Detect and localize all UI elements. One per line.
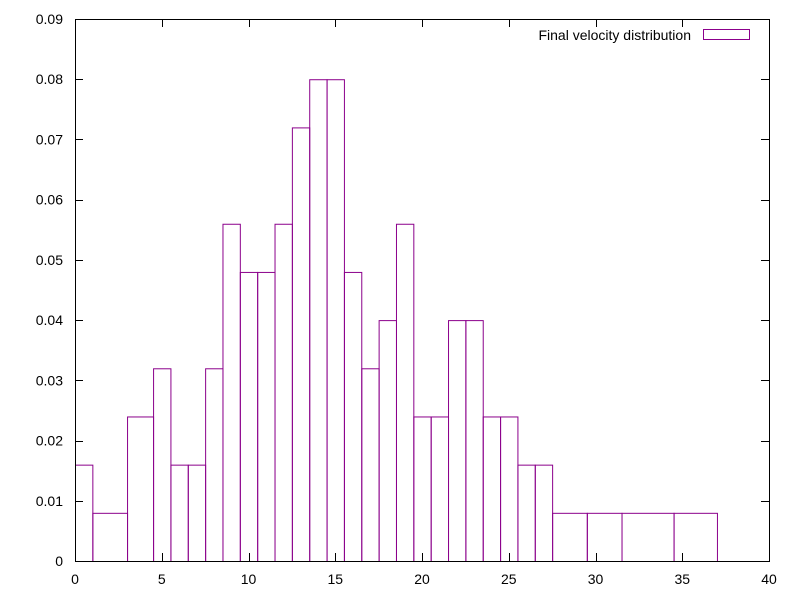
- histogram-bar: [309, 79, 328, 562]
- histogram-bar: [621, 512, 675, 562]
- histogram-bar: [326, 79, 345, 562]
- histogram-bar: [517, 464, 536, 562]
- histogram-bar: [239, 271, 259, 562]
- histogram-bar: [205, 368, 224, 562]
- histogram-bar: [274, 223, 293, 562]
- y-tick-label: 0.04: [36, 312, 63, 328]
- histogram-bar: [75, 464, 94, 562]
- histogram-bar: [257, 271, 276, 562]
- histogram-bar: [534, 464, 554, 562]
- legend: Final velocity distribution: [538, 27, 750, 43]
- legend-label: Final velocity distribution: [538, 27, 691, 43]
- y-tick-label: 0.02: [36, 433, 63, 449]
- axis-ticks: [75, 19, 770, 562]
- histogram-bars: [75, 79, 718, 563]
- histogram-bar: [378, 320, 397, 562]
- histogram-bar: [222, 223, 241, 562]
- histogram-bar: [673, 512, 718, 562]
- x-tick-label: 15: [327, 571, 343, 587]
- x-tick-label: 20: [414, 571, 430, 587]
- x-tick-label: 40: [761, 571, 777, 587]
- histogram-bar: [343, 271, 363, 562]
- y-tick-label: 0.01: [36, 493, 63, 509]
- histogram-bar: [170, 464, 189, 562]
- histogram-bar: [500, 416, 519, 563]
- y-tick-label: 0.07: [36, 131, 63, 147]
- y-tick-label: 0.06: [36, 192, 63, 208]
- histogram-bar: [465, 320, 484, 562]
- y-tick-label: 0.03: [36, 372, 63, 388]
- histogram-bar: [395, 223, 415, 562]
- x-tick-label: 10: [241, 571, 257, 587]
- x-tick-label: 35: [674, 571, 690, 587]
- histogram-bar: [586, 512, 623, 562]
- x-tick-label: 25: [501, 571, 517, 587]
- histogram-bar: [448, 320, 467, 562]
- histogram-bar: [153, 368, 172, 562]
- histogram-bar: [552, 512, 588, 562]
- histogram-bar: [413, 416, 432, 563]
- histogram-bar: [92, 512, 129, 562]
- y-tick-label: 0: [55, 553, 63, 569]
- histogram-bar: [291, 127, 311, 563]
- histogram-bar: [361, 368, 380, 562]
- legend-swatch: [703, 29, 750, 40]
- histogram-bar: [482, 416, 502, 563]
- y-tick-label: 0.09: [36, 11, 63, 27]
- histogram-bar: [187, 464, 207, 562]
- axis-tick-labels: 0 5 10 15 20 25 30 35 40 0 0.01 0.02 0.03 0.04 0.05 0.0…: [36, 11, 777, 587]
- histogram-bar: [127, 416, 155, 563]
- y-tick-label: 0.08: [36, 71, 63, 87]
- x-tick-label: 5: [158, 571, 166, 587]
- y-tick-label: 0.05: [36, 252, 63, 268]
- x-tick-label: 0: [71, 571, 79, 587]
- plot-frame: [75, 19, 770, 562]
- histogram-bar: [430, 416, 450, 563]
- x-tick-label: 30: [588, 571, 604, 587]
